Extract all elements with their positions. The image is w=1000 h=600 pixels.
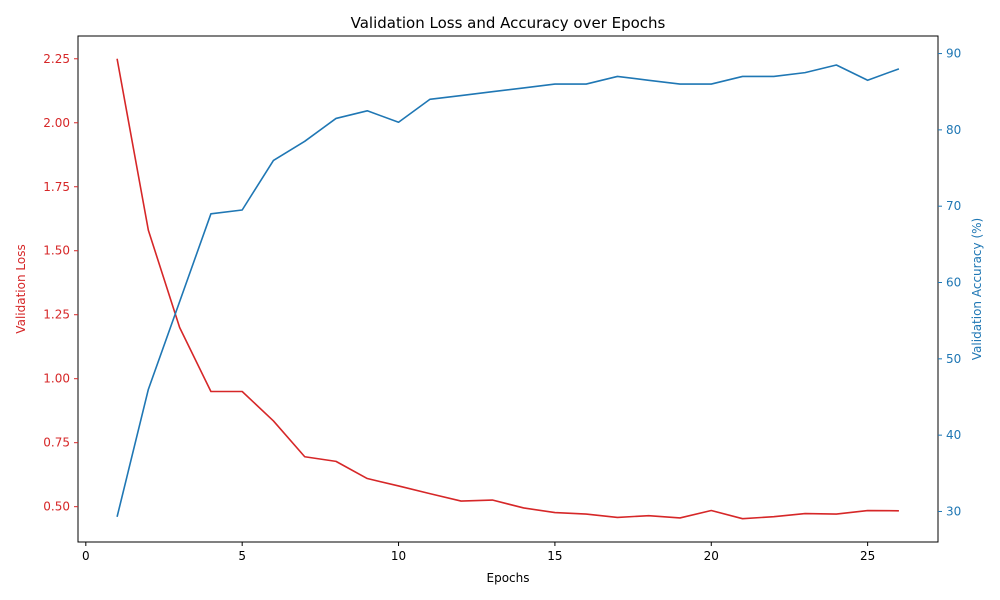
y-left-tick-label: 0.50 (43, 500, 70, 514)
y-left-tick-label: 1.25 (43, 308, 70, 322)
y-axis-left-label: Validation Loss (14, 244, 28, 333)
x-axis: 0 5 10 15 20 25 (82, 542, 875, 563)
x-tick-label: 5 (238, 549, 246, 563)
x-tick-label: 15 (547, 549, 562, 563)
x-tick-label: 25 (860, 549, 875, 563)
y-left-tick-label: 2.25 (43, 52, 70, 66)
validation-accuracy-line (116, 64, 900, 518)
y-right-tick-label: 80 (946, 123, 961, 137)
y-axis-right: 30 40 50 60 70 80 90 (938, 47, 961, 518)
y-right-tick-label: 30 (946, 504, 961, 518)
y-left-tick-label: 0.75 (43, 436, 70, 450)
y-right-tick-label: 50 (946, 352, 961, 366)
y-left-tick-label: 1.75 (43, 180, 70, 194)
x-tick-label: 0 (82, 549, 90, 563)
validation-loss-line (116, 58, 899, 520)
y-right-tick-label: 90 (946, 47, 961, 61)
y-axis-left: 0.50 0.75 1.00 1.25 1.50 1.75 2.00 2.25 (43, 52, 78, 514)
x-axis-label: Epochs (487, 571, 530, 585)
chart-title: Validation Loss and Accuracy over Epochs (351, 14, 666, 32)
y-left-tick-label: 1.50 (43, 244, 70, 258)
y-axis-right-label: Validation Accuracy (%) (970, 218, 984, 360)
y-left-tick-label: 1.00 (43, 372, 70, 386)
x-tick-label: 20 (704, 549, 719, 563)
plot-frame (77, 35, 939, 543)
y-right-tick-label: 40 (946, 428, 961, 442)
y-right-tick-label: 70 (946, 199, 961, 213)
series-layer (116, 58, 900, 520)
y-left-tick-label: 2.00 (43, 116, 70, 130)
y-right-tick-label: 60 (946, 276, 961, 290)
x-tick-label: 10 (391, 549, 406, 563)
